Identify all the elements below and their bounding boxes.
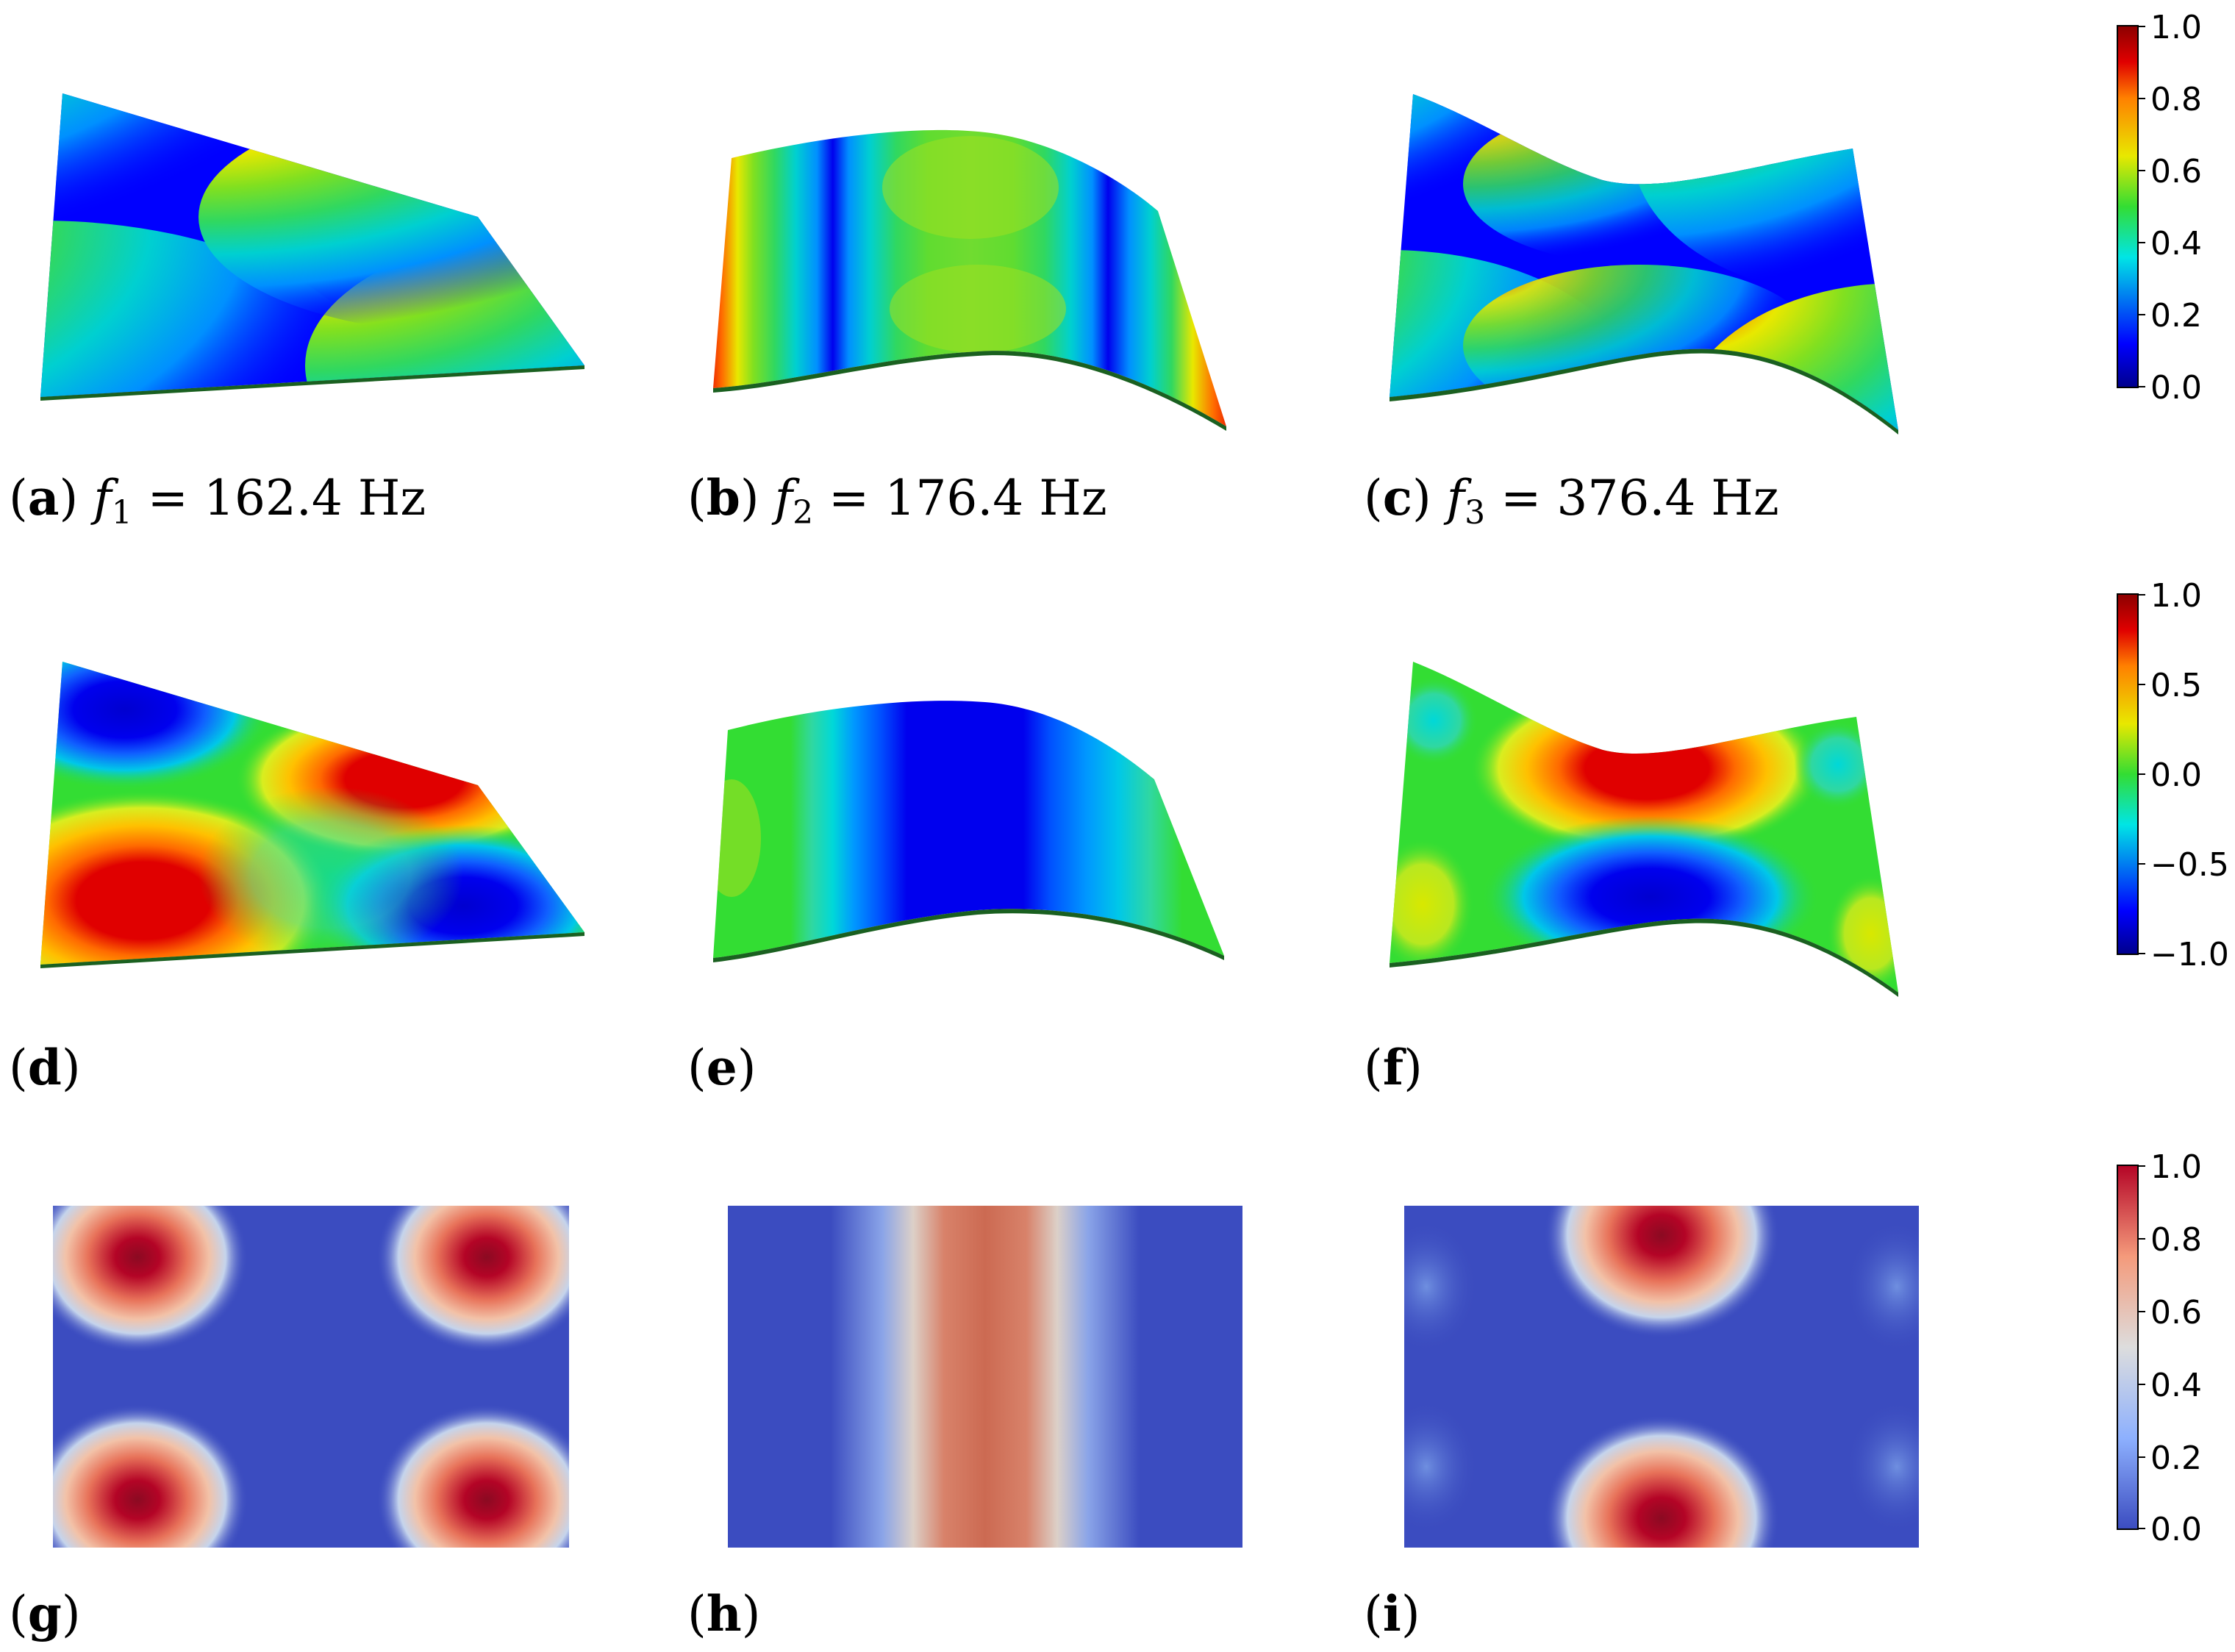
colorbar-3-tick: 0.8: [2150, 1221, 2202, 1259]
mode-shape-panel-i: [1404, 1206, 1919, 1548]
caption-f: (f): [1364, 1039, 1423, 1096]
mode-shape-panel-h: [728, 1206, 1242, 1548]
mode-shape-panel-b: [713, 129, 1226, 431]
caption-d: (d): [9, 1039, 81, 1096]
colorbar-1-tick: 0.6: [2150, 153, 2202, 190]
caption-h: (h): [687, 1585, 761, 1642]
colorbar-2-tick: −0.5: [2150, 846, 2229, 884]
caption-c: (c) f3 = 376.4 Hz: [1364, 469, 1779, 532]
caption-g: (g): [9, 1585, 81, 1642]
colorbar-2-tick: 0.0: [2150, 757, 2202, 794]
caption-i: (i): [1364, 1585, 1420, 1642]
colorbar-1-tick: 0.4: [2150, 225, 2202, 262]
mode-shape-panel-g: [53, 1206, 569, 1548]
colorbar-3-tick: 0.2: [2150, 1440, 2202, 1477]
colorbar-3-tick: 0.6: [2150, 1294, 2202, 1331]
colorbar-1-tick: 0.0: [2150, 369, 2202, 407]
caption-a: (a) f1 = 162.4 Hz: [9, 469, 426, 532]
mode-shape-panel-e: [713, 701, 1224, 962]
colorbar-3-tick: 1.0: [2150, 1148, 2202, 1186]
colorbar-2-tick: 0.5: [2150, 667, 2202, 704]
mode-shape-panel-d: [40, 662, 584, 968]
mode-shape-panel-f: [1390, 662, 1898, 997]
caption-e: (e): [687, 1039, 757, 1096]
caption-b: (b) f2 = 176.4 Hz: [687, 469, 1107, 532]
colorbar-1-tick: 0.2: [2150, 297, 2202, 335]
colorbar-row-2: 1.0 0.5 0.0 −0.5 −1.0: [2117, 577, 2229, 973]
colorbar-2-tick: 1.0: [2150, 577, 2202, 615]
colorbar-3-tick: 0.4: [2150, 1367, 2202, 1404]
colorbar-1-tick: 1.0: [2150, 9, 2202, 46]
colorbar-row-3: 1.0 0.8 0.6 0.4 0.2 0.0: [2117, 1148, 2202, 1548]
colorbar-2-tick: −1.0: [2150, 936, 2229, 973]
colorbar-row-1: 1.0 0.8 0.6 0.4 0.2 0.0: [2117, 9, 2202, 407]
panel-captions: (a) f1 = 162.4 Hz (b) f2 = 176.4 Hz (c) …: [9, 469, 1779, 1642]
colorbar-3-tick: 0.0: [2150, 1511, 2202, 1548]
colorbar-1-tick: 0.8: [2150, 81, 2202, 118]
